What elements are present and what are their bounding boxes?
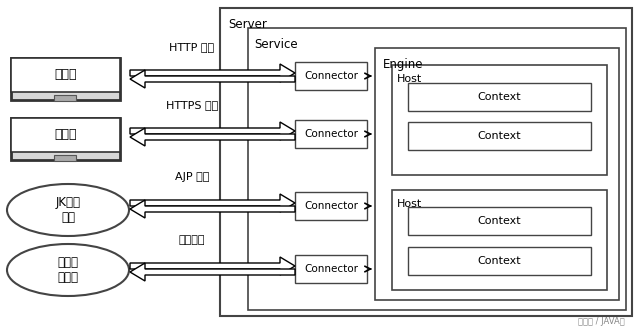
- Bar: [295, 120, 367, 148]
- Bar: [11, 58, 120, 100]
- Bar: [11, 118, 120, 152]
- Text: Connector: Connector: [304, 71, 358, 81]
- Ellipse shape: [7, 184, 129, 236]
- Text: 浏览器: 浏览器: [55, 128, 77, 142]
- Text: Host: Host: [397, 199, 422, 209]
- Bar: [11, 118, 120, 160]
- FancyArrow shape: [130, 194, 295, 212]
- Bar: [408, 122, 591, 150]
- Text: Context: Context: [477, 216, 522, 226]
- Text: AJP 协议: AJP 协议: [175, 172, 209, 182]
- Text: HTTPS 协议: HTTPS 协议: [166, 100, 218, 110]
- Text: JK连接
程序: JK连接 程序: [56, 196, 81, 224]
- Text: 其他连
接程序: 其他连 接程序: [58, 256, 79, 284]
- Bar: [295, 62, 367, 90]
- Text: Engine: Engine: [383, 58, 423, 71]
- Text: Service: Service: [254, 38, 298, 51]
- FancyArrow shape: [130, 64, 295, 82]
- Text: Context: Context: [477, 131, 522, 141]
- Text: Connector: Connector: [304, 201, 358, 211]
- Text: Server: Server: [228, 18, 268, 31]
- Bar: [408, 83, 591, 111]
- Text: Host: Host: [397, 74, 422, 84]
- Text: 头条号 / JAVA馆: 头条号 / JAVA馆: [579, 317, 625, 326]
- FancyArrow shape: [130, 70, 295, 88]
- Bar: [248, 28, 626, 310]
- FancyArrow shape: [130, 257, 295, 275]
- Bar: [54, 95, 76, 101]
- Text: Connector: Connector: [304, 129, 358, 139]
- FancyArrow shape: [130, 200, 295, 218]
- Bar: [54, 155, 76, 161]
- Bar: [392, 190, 607, 290]
- Bar: [295, 255, 367, 283]
- Bar: [408, 247, 591, 275]
- FancyArrow shape: [130, 263, 295, 281]
- Ellipse shape: [7, 244, 129, 296]
- Text: Context: Context: [477, 256, 522, 266]
- FancyArrow shape: [130, 122, 295, 140]
- Bar: [295, 192, 367, 220]
- Text: 其他协议: 其他协议: [179, 235, 205, 245]
- Text: Connector: Connector: [304, 264, 358, 274]
- Text: Context: Context: [477, 92, 522, 102]
- FancyArrow shape: [130, 128, 295, 146]
- Text: HTTP 协议: HTTP 协议: [170, 42, 214, 52]
- Text: 浏览器: 浏览器: [55, 69, 77, 82]
- Bar: [408, 207, 591, 235]
- Bar: [220, 8, 632, 316]
- Bar: [11, 58, 120, 92]
- Bar: [392, 65, 607, 175]
- Bar: [375, 48, 619, 300]
